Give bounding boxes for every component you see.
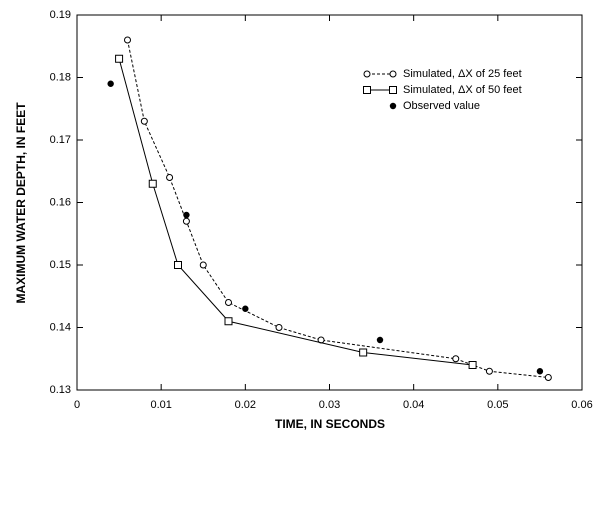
x-axis-title: TIME, IN SECONDS [275,417,385,431]
x-tick-label: 0.05 [487,399,508,411]
legend-label: Simulated, ΔX of 50 feet [403,84,522,96]
marker [485,367,493,375]
x-tick-label: 0.02 [235,399,256,411]
x-tick-label: 0.01 [150,399,171,411]
marker [174,261,182,269]
marker [468,361,477,369]
marker [536,368,544,375]
marker [140,117,148,125]
marker [115,54,124,63]
marker [389,102,397,110]
x-tick-label: 0.06 [571,399,592,411]
marker [242,305,249,312]
marker [182,217,190,225]
marker [389,86,397,94]
y-tick-label: 0.14 [50,321,71,333]
x-tick-label: 0.04 [403,399,424,411]
marker [183,211,190,219]
marker [363,70,371,78]
y-tick-label: 0.19 [50,9,71,21]
marker [166,174,174,181]
y-tick-label: 0.18 [50,71,71,83]
legend-label: Simulated, ΔX of 25 feet [403,68,522,80]
marker [124,36,131,44]
legend-label: Observed value [403,100,480,112]
marker [389,70,397,78]
marker [363,86,371,94]
marker [199,261,207,269]
x-tick-label: 0 [74,399,80,411]
y-tick-label: 0.13 [50,384,71,396]
series-line [127,39,549,378]
y-tick-label: 0.15 [50,259,71,271]
y-tick-label: 0.16 [50,196,71,208]
marker [359,348,368,357]
x-tick-label: 0.03 [319,399,340,411]
marker [107,80,114,87]
marker [275,324,283,331]
marker [224,317,233,326]
y-axis-title: MAXIMUM WATER DEPTH, IN FEET [14,102,28,304]
marker [452,355,460,363]
marker [376,336,384,344]
marker [225,299,232,306]
marker [544,374,552,381]
marker [148,179,157,188]
y-tick-label: 0.17 [50,134,71,146]
series-line [118,58,473,366]
